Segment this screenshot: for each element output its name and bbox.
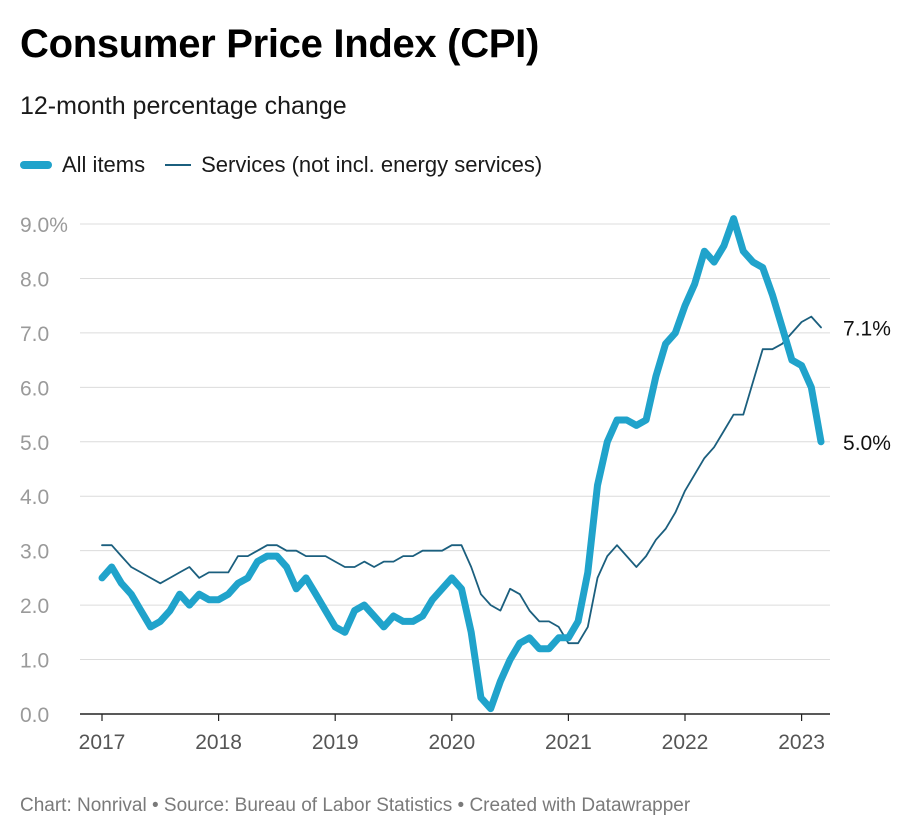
- line-chart: 9.0% 8.0 7.0 6.0 5.0 4.0 3.0 2.0 1.0 0.0 2017 2018 2…: [20, 214, 891, 754]
- end-label-all-items: 5.0%: [843, 432, 891, 455]
- x-tick-label: 2017: [79, 731, 126, 754]
- x-tick-label: 2023: [778, 731, 825, 754]
- end-label-services: 7.1%: [843, 317, 891, 340]
- y-tick-label: 3.0: [20, 541, 49, 564]
- y-tick-label: 5.0: [20, 432, 49, 455]
- legend: All items Services (not incl. energy ser…: [20, 152, 562, 178]
- chart-footer: Chart: Nonrival • Source: Bureau of Labo…: [20, 795, 691, 816]
- legend-swatch-services: [165, 164, 192, 166]
- legend-item-all-items: All items: [20, 152, 145, 178]
- x-tick-label: 2021: [545, 731, 592, 754]
- y-tick-label: 7.0: [20, 323, 49, 346]
- y-tick-label: 4.0: [20, 486, 49, 509]
- x-tick-label: 2022: [662, 731, 709, 754]
- series-line-all-items: [98, 215, 825, 713]
- legend-label-services: Services (not incl. energy services): [201, 152, 543, 177]
- chart-subtitle: 12-month percentage change: [20, 92, 347, 120]
- legend-label-all-items: All items: [62, 152, 146, 177]
- legend-swatch-all-items: [20, 161, 52, 169]
- y-tick-label: 0.0: [20, 704, 49, 727]
- x-tick-label: 2020: [428, 731, 475, 754]
- x-tick-label: 2019: [312, 731, 359, 754]
- series-line-services: [101, 315, 822, 645]
- y-tick-label: 6.0: [20, 377, 49, 400]
- y-tick-label: 2.0: [20, 595, 49, 618]
- y-tick-label: 9.0%: [20, 214, 68, 237]
- x-tick-label: 2018: [195, 731, 242, 754]
- legend-item-services: Services (not incl. energy services): [165, 152, 542, 178]
- y-tick-label: 8.0: [20, 268, 49, 291]
- y-tick-label: 1.0: [20, 650, 49, 673]
- chart-title: Consumer Price Index (CPI): [20, 22, 539, 66]
